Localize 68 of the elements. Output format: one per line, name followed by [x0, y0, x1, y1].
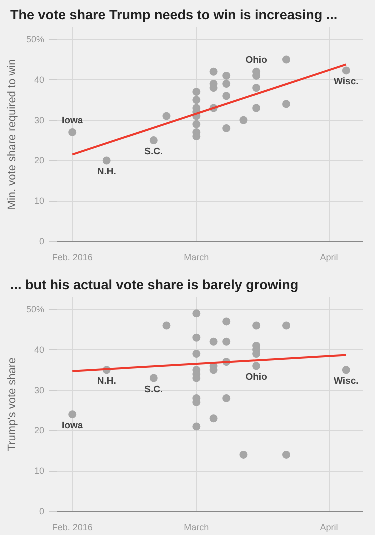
y-axis-title: Min. vote share required to win — [6, 59, 18, 210]
point — [150, 374, 158, 382]
annotation: Ohio — [246, 372, 268, 384]
point — [210, 414, 218, 423]
point — [240, 450, 248, 459]
annotation: S.C. — [144, 146, 164, 158]
point — [192, 120, 201, 128]
point — [252, 362, 261, 370]
point — [222, 124, 231, 132]
y-tick-label: 10 — [34, 466, 45, 476]
point — [210, 68, 218, 76]
point — [282, 56, 290, 64]
point — [342, 366, 350, 374]
x-tick-label: April — [320, 252, 338, 262]
point — [192, 88, 201, 96]
point — [102, 156, 111, 165]
point — [192, 334, 201, 342]
annotation: Wisc. — [334, 376, 359, 388]
chart-title: The vote share Trump needs to win is increasing ... — [10, 8, 338, 22]
y-tick-label: 20 — [34, 156, 45, 166]
point — [192, 96, 201, 104]
x-tick-label: March — [184, 522, 210, 532]
point — [222, 92, 231, 100]
point — [282, 450, 290, 459]
point — [222, 318, 231, 326]
y-tick-label: 0 — [39, 506, 45, 516]
chart-title: ... but his actual vote share is barely growing — [10, 278, 299, 292]
point — [192, 350, 201, 358]
point — [342, 66, 350, 75]
point — [282, 322, 290, 330]
point — [68, 410, 77, 419]
annotation: N.H. — [97, 166, 116, 178]
point — [68, 128, 77, 136]
y-tick-label: 10 — [34, 196, 45, 206]
y-axis-title: Trump's vote share — [6, 358, 18, 452]
x-tick-label: Feb. 2016 — [52, 522, 93, 532]
point — [222, 338, 231, 346]
point — [150, 136, 158, 145]
point — [252, 84, 261, 92]
point — [282, 100, 290, 108]
point — [162, 322, 171, 330]
point — [222, 80, 231, 88]
annotation: Ohio — [246, 54, 268, 66]
point — [252, 322, 261, 330]
x-tick-label: March — [184, 252, 210, 262]
point — [222, 72, 231, 80]
annotation: N.H. — [97, 376, 116, 388]
point — [240, 116, 248, 124]
y-tick-label: 40 — [34, 74, 45, 85]
x-tick-label: Feb. 2016 — [52, 252, 93, 262]
y-tick-label: 40 — [34, 344, 45, 355]
y-tick-label: 30 — [34, 115, 45, 126]
y-tick-label: 50% — [26, 304, 44, 315]
y-tick-label: 50% — [26, 34, 44, 45]
annotation: Wisc. — [334, 76, 359, 88]
point — [252, 104, 261, 112]
x-tick-label: April — [320, 522, 338, 532]
y-tick-label: 20 — [34, 426, 45, 436]
y-tick-label: 0 — [39, 236, 45, 246]
point — [162, 112, 171, 120]
annotation: Iowa — [62, 115, 84, 126]
point — [192, 422, 201, 431]
point — [210, 338, 218, 346]
annotation: S.C. — [144, 384, 164, 396]
annotation: Iowa — [62, 420, 84, 432]
point — [222, 394, 231, 402]
y-tick-label: 30 — [34, 385, 45, 396]
point — [192, 310, 201, 318]
